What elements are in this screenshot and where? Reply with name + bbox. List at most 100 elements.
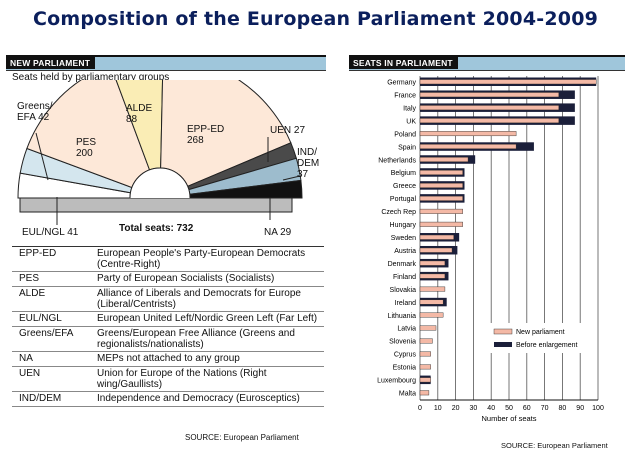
inddem-label-line1: IND/ <box>297 147 317 158</box>
eul-label: EUL/NGL 41 <box>22 227 79 238</box>
seats-subtitle: Seats held by parliamentary groups <box>12 72 170 83</box>
bar-new-parliament <box>419 208 463 214</box>
glossary-row: NA MEPs not attached to any group <box>12 352 324 367</box>
seats-in-parliament-header-label: SEATS IN PARLIAMENT <box>349 56 458 69</box>
category-label: Sweden <box>391 235 416 242</box>
inddem-pointer <box>282 175 301 181</box>
main-title: Composition of the European Parliament 2… <box>32 8 599 30</box>
inddem-label-line3: 37 <box>297 169 309 180</box>
hemicycle-sectors <box>17 80 303 199</box>
bar-new-parliament <box>419 195 463 201</box>
category-label: Ireland <box>395 300 417 307</box>
bar-new-parliament <box>419 79 597 85</box>
group-glossary: EPP-ED European People's Party-European D… <box>12 246 324 407</box>
category-label: Portugal <box>390 196 417 203</box>
total-seats: Total seats: 732 <box>119 223 194 234</box>
bar-new-parliament <box>419 118 560 124</box>
greens-label: Greens/ EFA 42 <box>17 101 53 123</box>
legend-label-new: New parliament <box>516 329 565 336</box>
bar-new-parliament <box>419 144 517 150</box>
alde-label: ALDE 88 <box>126 103 152 125</box>
alde-label-line1: ALDE <box>126 103 153 114</box>
x-tick-label: 70 <box>541 405 549 412</box>
category-label: UK <box>406 118 416 125</box>
greens-label-line2: EFA 42 <box>17 112 50 123</box>
legend-box <box>490 323 594 353</box>
bar-new-parliament <box>419 273 446 279</box>
chart-legend: New parliament Before enlargement <box>490 323 594 353</box>
glossary-abbr: PES <box>19 273 40 284</box>
glossary-row: UEN Union for Europe of the Nations (Righ… <box>12 367 324 392</box>
inddem-label: IND/ DEM 37 <box>297 147 319 180</box>
category-label: Spain <box>398 144 416 151</box>
category-label: Cyprus <box>394 352 417 359</box>
glossary-desc: Union for Europe of the Nations (Right w… <box>97 368 267 390</box>
epp-label-line1: EPP-ED <box>187 124 225 135</box>
hemicycle-chart <box>17 80 303 225</box>
category-label: Poland <box>394 131 416 138</box>
bar-new-parliament <box>419 351 431 357</box>
greens-pointer <box>35 132 49 181</box>
category-label: Finland <box>393 274 416 281</box>
seats-bar-chart: 0 10 20 30 40 50 60 70 80 90 100 Germany France Italy… <box>377 76 604 423</box>
category-label: Greece <box>393 183 416 190</box>
glossary-abbr: EUL/NGL <box>19 313 62 324</box>
hemicycle-inner-arc <box>129 167 191 199</box>
bar-new-parliament <box>419 325 437 331</box>
category-label: Denmark <box>388 261 417 268</box>
bar-new-parliament <box>419 234 455 240</box>
uen-label: UEN 27 <box>270 125 306 136</box>
category-label: Belgium <box>391 170 416 177</box>
glossary-desc: Independence and Democracy (Eurosceptics… <box>97 393 300 404</box>
x-tick-label: 10 <box>434 405 442 412</box>
x-tick-label: 40 <box>487 405 495 412</box>
legend-swatch-new <box>493 328 513 335</box>
epp-label-line2: 268 <box>187 135 204 146</box>
glossary-row: ALDE Alliance of Liberals and Democrats f… <box>12 287 324 312</box>
x-tick-label: 80 <box>559 405 567 412</box>
greens-label-line1: Greens/ <box>17 101 53 112</box>
category-label: Malta <box>399 391 416 398</box>
bar-new-parliament <box>419 312 444 318</box>
glossary-abbr: UEN <box>19 368 41 379</box>
bar-new-parliament <box>419 131 517 137</box>
bar-new-parliament <box>419 338 433 344</box>
epp-label: EPP-ED 268 <box>187 124 224 146</box>
glossary-abbr: Greens/EFA <box>19 328 74 339</box>
glossary-row: EPP-ED European People's Party-European D… <box>12 247 324 272</box>
x-tick-label: 20 <box>452 405 460 412</box>
bar-new-parliament <box>419 182 463 188</box>
category-label: Lithuania <box>388 313 417 320</box>
category-label: Slovakia <box>390 287 417 294</box>
glossary-row: PES Party of European Socialists (Sociali… <box>12 272 324 287</box>
glossary-desc: Greens/European Free Alliance (Greens an… <box>97 328 295 350</box>
left-source-note: SOURCE: European Parliament <box>185 433 299 442</box>
category-label: Slovenia <box>389 339 416 346</box>
category-label: Estonia <box>393 365 416 372</box>
bar-new-parliament <box>419 286 446 292</box>
glossary-row: Greens/EFA Greens/European Free Alliance … <box>12 327 324 352</box>
bar-new-parliament <box>419 377 431 383</box>
x-tick-label: 100 <box>592 405 604 412</box>
bar-new-parliament <box>419 260 446 266</box>
new-parliament-header: NEW PARLIAMENT <box>6 55 326 71</box>
hemicycle-floor <box>19 197 293 213</box>
bar-new-parliament <box>419 157 469 162</box>
pes-label-line2: 200 <box>76 148 93 159</box>
bar-new-parliament <box>419 390 430 396</box>
x-tick-label: 30 <box>470 405 478 412</box>
glossary-desc: European United Left/Nordic Green Left (… <box>97 313 318 324</box>
bar-new-parliament <box>419 299 444 305</box>
bar-new-parliament <box>419 105 560 111</box>
seats-in-parliament-header: SEATS IN PARLIAMENT <box>349 55 625 71</box>
glossary-row: IND/DEM Independence and Democracy (Euros… <box>12 392 324 407</box>
category-label: Austria <box>394 248 416 255</box>
glossary-desc: MEPs not attached to any group <box>97 353 240 364</box>
x-tick-label: 90 <box>576 405 584 412</box>
x-tick-label: 50 <box>505 405 513 412</box>
category-label: Hungary <box>390 222 417 229</box>
alde-label-line2: 88 <box>126 114 138 125</box>
category-label: France <box>394 92 416 99</box>
category-label: Netherlands <box>378 157 416 164</box>
pes-label: PES 200 <box>76 137 96 159</box>
